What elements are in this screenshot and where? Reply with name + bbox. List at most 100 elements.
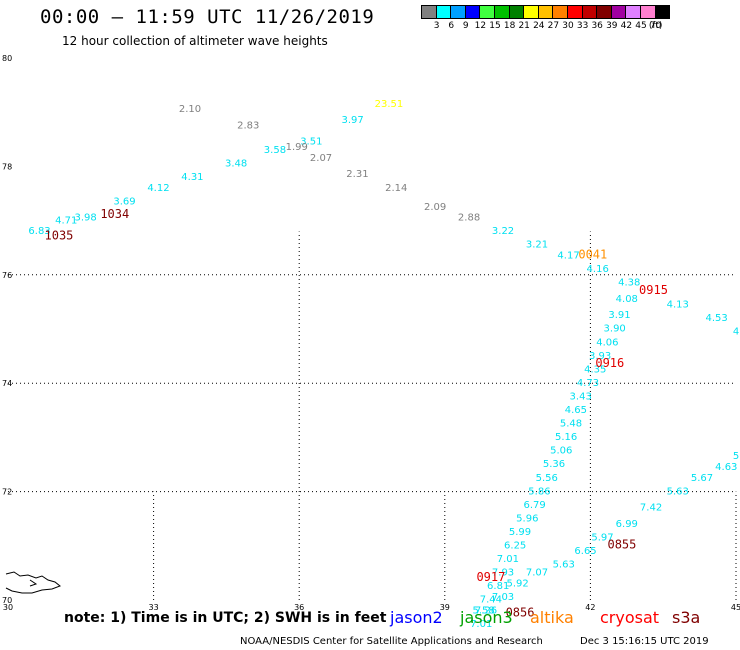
wave-height-label: 5.16: [555, 432, 577, 443]
x-tick-label: 39: [440, 603, 450, 612]
color-legend: 3 6 9 12 15 18 21 24 27 30 33 36 39 42 45 70 (ft): [421, 5, 671, 33]
legend-labels: 3 6 9 12 15 18 21 24 27 30 33 36 39 42 45 70 (ft): [421, 19, 669, 33]
legend-label: 6: [448, 21, 455, 31]
wave-height-label: 6.25: [504, 541, 526, 552]
wave-height-label: 5.36: [543, 459, 565, 470]
wave-height-label: 7.07: [526, 568, 548, 579]
page-subtitle: 12 hour collection of altimeter wave hei…: [62, 34, 328, 48]
legend-label: 70: [649, 21, 662, 31]
legend-label: 33: [576, 21, 589, 31]
wave-height-labels: 6.83 4.713.98 3.69 4.12 4.31 3.48 3.58 3.51 3.97…: [28, 99, 739, 630]
x-tick-label: 45: [731, 603, 740, 612]
wave-height-label: 5.97: [591, 532, 613, 543]
wave-height-label: 4.08: [616, 294, 638, 305]
legend-swatches: [421, 5, 671, 19]
wave-height-label: 4: [733, 326, 739, 337]
legend-label: 21: [518, 21, 530, 31]
wave-height-label: 3.48: [225, 158, 247, 169]
wave-height-label: 5.92: [506, 578, 528, 589]
y-tick-label: 80: [2, 54, 12, 63]
pass-time-label: 0855: [607, 538, 636, 552]
wave-height-label: 4.35: [584, 364, 606, 375]
y-tick-label: 74: [2, 379, 12, 388]
wave-height-label: 2.31: [346, 169, 368, 180]
wave-height-label: 6.83: [28, 226, 50, 237]
page-title: 00:00 — 11:59 UTC 11/26/2019: [40, 6, 375, 28]
wave-height-label: 4.12: [147, 183, 169, 194]
coastline: [5, 571, 61, 594]
legend-label: 12: [474, 21, 487, 31]
wave-height-label: 5.48: [560, 419, 582, 430]
wave-height-label: 4.13: [667, 299, 689, 310]
wave-height-label: 2.14: [385, 183, 407, 194]
legend-label: 24: [533, 21, 545, 31]
wave-height-label: 3.69: [113, 196, 135, 207]
legend-label: 9: [462, 21, 469, 31]
wave-height-label: 4.65: [565, 405, 587, 416]
x-tick-label: 33: [149, 603, 159, 612]
wave-height-label: 1.99: [286, 142, 308, 153]
pass-time-label: 0917: [476, 570, 505, 584]
pass-time-label: 0856: [506, 605, 535, 619]
wave-height-label: 2.10: [179, 104, 201, 115]
satellite-s3a: s3a: [672, 608, 701, 627]
pass-time-label: 1035: [45, 229, 74, 243]
satellite-altika: altika: [530, 608, 574, 627]
wave-height-label: 4.73: [577, 378, 599, 389]
legend-label: 15: [489, 21, 501, 31]
satellite-jason2: jason2: [390, 608, 443, 627]
pass-time-label: 0041: [578, 248, 607, 262]
wave-height-label: 3.43: [570, 391, 592, 402]
wave-height-label: 23.51: [375, 99, 404, 110]
wave-height-label: 4.63: [715, 462, 737, 473]
wave-height-label: 6.79: [523, 500, 545, 511]
wave-height-label: 5.06: [550, 446, 572, 457]
wave-height-label: 3.51: [300, 137, 322, 148]
legend-label: 45: [635, 21, 647, 31]
coastline-path: [5, 571, 61, 594]
x-tick-label: 42: [585, 603, 595, 612]
y-tick-label: 76: [2, 271, 12, 280]
wave-height-label: 3.22: [492, 226, 514, 237]
legend-unit: (ft): [648, 21, 663, 31]
footer-credit: NOAA/NESDIS Center for Satellite Applica…: [240, 636, 543, 647]
coastline-inlet: [29, 579, 38, 587]
grid-lines: [8, 231, 737, 600]
footer-timestamp: Dec 3 15:16:15 UTC 2019: [580, 636, 709, 647]
wave-height-label: 7.44: [480, 595, 502, 606]
wave-height-label: 3.93: [589, 351, 611, 362]
legend-label: 27: [547, 21, 560, 31]
wave-height-label: 5.58: [472, 606, 494, 617]
wave-height-label: 5.86: [528, 486, 550, 497]
wave-height-label: 6.81: [487, 581, 509, 592]
wave-height-label: 5.67: [691, 473, 713, 484]
wave-height-label: 4.16: [587, 264, 609, 275]
wave-height-label: 5.63: [667, 486, 689, 497]
legend-label: 18: [503, 21, 516, 31]
wave-height-label: 2.88: [458, 213, 480, 224]
legend-label: 42: [620, 21, 633, 31]
wave-height-label: 6.65: [574, 546, 596, 557]
wave-height-label: 2.07: [310, 153, 332, 164]
pass-time-label: 1034: [100, 207, 129, 221]
wave-height-label: 4.17: [557, 251, 579, 262]
wave-height-label: 4.31: [181, 172, 203, 183]
legend-label: 36: [591, 21, 603, 31]
wave-height-label: 3.98: [75, 213, 97, 224]
wave-height-label: 7.01: [497, 554, 519, 565]
wave-height-label: 3.58: [264, 145, 286, 156]
y-tick-label: 78: [2, 162, 12, 171]
wave-height-label: 5.96: [516, 513, 538, 524]
wave-height-label: 7.26: [475, 606, 497, 617]
wave-height-label: 2.83: [237, 120, 259, 131]
x-tick-label: 36: [294, 603, 304, 612]
wave-height-label: 3.90: [604, 324, 626, 335]
wave-height-label: 4.53: [705, 313, 727, 324]
wave-height-label: 4.71: [55, 215, 77, 226]
wave-height-label: 4.38: [618, 278, 640, 289]
pass-time-labels: 1035 1034 0041 0915 0916 0855 0917 0856: [45, 207, 668, 619]
legend-label: 3: [433, 21, 440, 31]
wave-height-label: 7.03: [492, 592, 514, 603]
